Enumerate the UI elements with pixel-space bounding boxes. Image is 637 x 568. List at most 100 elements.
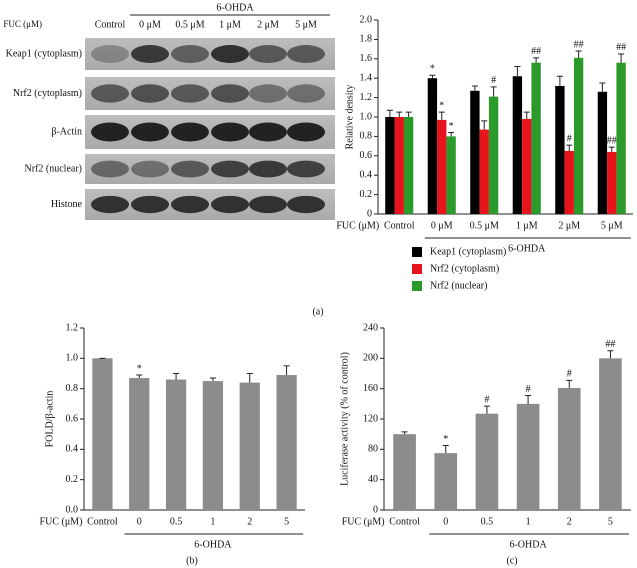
error-bar (405, 111, 412, 117)
blot-band (249, 84, 287, 103)
error-bar (608, 146, 615, 152)
bar (202, 381, 224, 510)
y-tick-label: 1.6 (360, 53, 373, 64)
bar (437, 119, 447, 214)
blot-band (211, 84, 249, 103)
y-tick-label: 0.4 (66, 444, 79, 455)
blot-xlabel: FUC (μM) (3, 19, 42, 29)
blot-band (211, 160, 249, 178)
annotation: # (567, 369, 572, 380)
blot-band (211, 45, 249, 63)
bar (276, 375, 297, 510)
y-tick-label: 120 (363, 413, 378, 424)
group-label: 6-OHDA (508, 243, 546, 254)
legend-swatch (412, 264, 422, 274)
blot-row-label: Nrf2 (cytoplasm) (13, 88, 82, 99)
error-bar (575, 50, 582, 58)
bar (385, 117, 395, 214)
x-tick-label: Control (384, 220, 415, 231)
x-axis-label: FUC (μM) (342, 516, 385, 527)
annotation: * (430, 64, 435, 75)
y-axis-label: Luciferase activity (% of control) (339, 352, 350, 486)
annotation: # (526, 384, 531, 395)
blot-band (91, 84, 129, 103)
error-bar (448, 132, 455, 137)
y-tick-label: 40 (368, 474, 378, 485)
error-bar (481, 120, 488, 130)
annotation: * (137, 363, 142, 374)
error-bar (533, 57, 540, 63)
error-bar (442, 445, 449, 454)
blot-band (131, 84, 169, 103)
error-bar (525, 394, 532, 404)
blot-band (287, 45, 325, 63)
y-tick-label: 0.2 (66, 474, 79, 485)
blot-lane-label: 5 μM (295, 19, 317, 30)
annotation: ## (616, 42, 626, 53)
error-bar (209, 377, 216, 382)
bar (512, 76, 523, 214)
error-bar (401, 431, 408, 435)
bar (531, 62, 541, 215)
annotation: ## (531, 46, 541, 57)
blot-band (287, 195, 325, 214)
blot-lane-label: 0.5 μM (175, 19, 204, 30)
annotation: ## (574, 39, 584, 50)
x-tick-label: 1 μM (516, 220, 538, 231)
blot-band (249, 195, 287, 214)
blot-band (91, 195, 129, 214)
x-tick-label: 0 μM (431, 220, 453, 231)
blot-band (131, 195, 169, 214)
blot-band (91, 45, 129, 63)
bar (165, 379, 187, 510)
blot-band (91, 122, 129, 142)
blot-band (171, 195, 209, 214)
bar (427, 78, 438, 214)
y-tick-label: 1.0 (66, 353, 79, 364)
y-tick-label: 1.2 (360, 92, 373, 103)
error-bar (386, 109, 393, 117)
error-bar (173, 373, 180, 380)
x-tick-label: 5 (284, 516, 289, 527)
bar (573, 57, 584, 214)
error-bar (396, 111, 403, 117)
x-tick-label: 0.5 μM (470, 220, 499, 231)
blot-band (171, 122, 209, 142)
x-tick-label: 2 μM (558, 220, 580, 231)
bar (129, 378, 150, 510)
y-tick-label: 0 (367, 208, 372, 219)
x-tick-label: 0.5 (481, 516, 494, 527)
bar (403, 117, 414, 214)
y-tick-label: 0.2 (360, 189, 373, 200)
error-bar (471, 85, 478, 91)
bar (446, 136, 456, 214)
annotation: * (443, 434, 448, 445)
error-bar (514, 66, 521, 77)
legend-swatch (412, 281, 422, 291)
x-tick-label: 5 (608, 516, 613, 527)
blot-row-label: Keap1 (cytoplasm) (6, 48, 82, 59)
x-tick-label: 2 (247, 516, 252, 527)
x-axis-label: FUC (μM) (40, 516, 83, 527)
error-bar (599, 82, 606, 92)
bar (475, 413, 499, 510)
blot-band (287, 122, 325, 142)
blot-band (171, 45, 209, 63)
blot-row-label: Nrf2 (nuclear) (25, 163, 82, 174)
bar (557, 387, 581, 510)
error-bar (556, 75, 563, 86)
bar (564, 150, 574, 214)
bar (394, 117, 404, 214)
y-tick-label: 0.8 (66, 383, 79, 394)
x-tick-label: 2 (567, 516, 572, 527)
x-tick-label: 0.5 (170, 516, 183, 527)
blot-band (171, 160, 209, 178)
bar (479, 129, 489, 214)
x-tick-label: 1 (526, 516, 531, 527)
bar (393, 434, 416, 510)
x-axis-label: FUC (μM) (336, 220, 379, 231)
y-tick-label: 0.0 (66, 504, 79, 515)
blot-row-label: β-Actin (51, 126, 82, 137)
error-bar (283, 365, 290, 376)
bar (92, 358, 113, 510)
